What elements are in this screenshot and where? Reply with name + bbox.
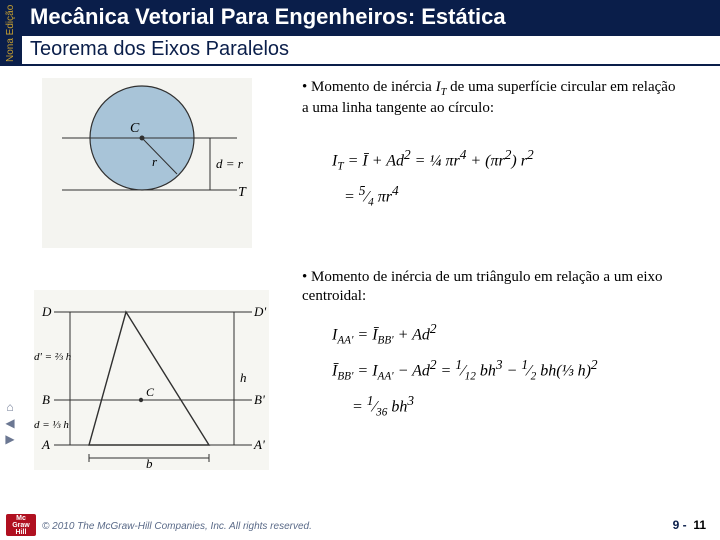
lbl-B: B [42, 392, 50, 407]
page-number: 9 - 11 [673, 518, 706, 532]
lbl-Ap: A' [253, 437, 265, 452]
bullet-2-text: Momento de inércia de um triângulo em re… [302, 269, 663, 304]
footer: McGrawHill © 2010 The McGraw-Hill Compan… [0, 512, 720, 540]
nav-icons: ⌂ ◀ ▶ [2, 400, 18, 446]
formula-1: IT = Ī + Ad2 = ¼ πr4 + (πr2) r2 = 5⁄4 πr… [332, 142, 692, 214]
page-title-header: Mecânica Vetorial Para Engenheiros: Está… [22, 0, 720, 36]
section-subheader: Teorema dos Eixos Paralelos [22, 36, 720, 66]
figure-circle: C r d = r T [42, 78, 252, 248]
bullet-1-text: Momento de inércia IT de uma superfície … [302, 79, 675, 116]
edition-tab: Nona Edição [0, 0, 22, 66]
centroid-dot [139, 398, 143, 402]
prev-icon[interactable]: ◀ [2, 416, 18, 430]
lbl-Bp: B' [254, 392, 265, 407]
circle-svg: C r d = r T [42, 78, 252, 248]
next-icon[interactable]: ▶ [2, 432, 18, 446]
center-dot [140, 136, 145, 141]
lbl-b: b [146, 456, 153, 470]
lbl-h: h [240, 370, 247, 385]
content-area: C r d = r T • Momento de inércia IT de u… [22, 70, 710, 504]
formula-2-line-2: = 1⁄36 bh3 [332, 388, 712, 424]
bullet-1: • Momento de inércia IT de uma superfíci… [302, 78, 682, 118]
lbl-d: d = ⅓ h [34, 419, 69, 431]
lbl-dprime: d' = ⅔ h [34, 351, 72, 363]
chapter-num: 9 [673, 518, 680, 532]
formula-2-line-1: ĪBB' = IAA' − Ad2 = 1⁄12 bh3 − 1⁄2 bh(⅓ … [332, 352, 712, 388]
publisher-logo: McGrawHill [6, 514, 36, 536]
label-C: C [130, 121, 140, 136]
lbl-C: C [146, 385, 155, 399]
formula-2: IAA' = ĪBB' + Ad2 ĪBB' = IAA' − Ad2 = 1⁄… [332, 316, 712, 424]
formula-1-line-1: = 5⁄4 πr4 [332, 178, 692, 214]
label-dr: d = r [216, 156, 244, 171]
label-T: T [238, 185, 247, 200]
formula-1-line-0: IT = Ī + Ad2 = ¼ πr4 + (πr2) r2 [332, 142, 692, 178]
lbl-A: A [41, 437, 50, 452]
copyright-text: © 2010 The McGraw-Hill Companies, Inc. A… [42, 521, 312, 532]
triangle-svg: D D' B B' A A' C d' = ⅔ h d = ⅓ h h b [34, 290, 269, 470]
lbl-D: D [41, 304, 52, 319]
formula-2-line-0: IAA' = ĪBB' + Ad2 [332, 316, 712, 352]
home-icon[interactable]: ⌂ [2, 400, 18, 414]
bullet-2: • Momento de inércia de um triângulo em … [302, 268, 692, 306]
page-num: 11 [693, 518, 706, 532]
figure-triangle: D D' B B' A A' C d' = ⅔ h d = ⅓ h h b [34, 290, 269, 470]
lbl-Dp: D' [253, 304, 266, 319]
